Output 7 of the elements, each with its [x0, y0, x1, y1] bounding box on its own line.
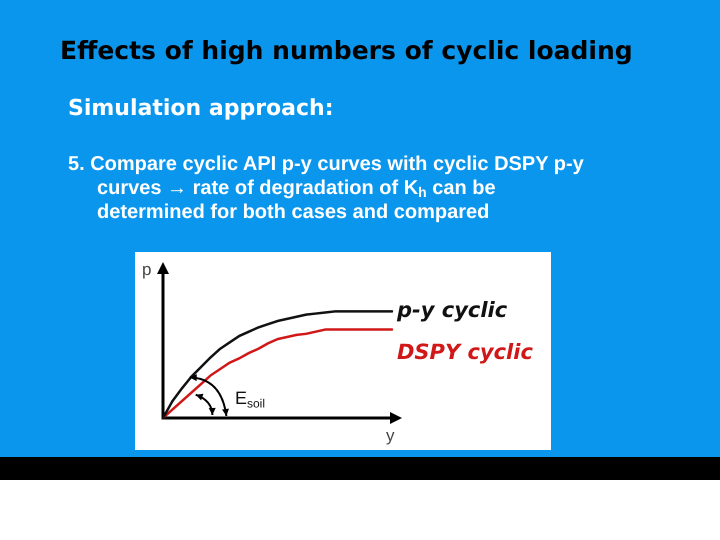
y-axis-title: p: [142, 260, 152, 279]
x-axis-title: y: [386, 426, 395, 445]
text: 5. Compare cyclic API p-y curves with cyclic DSPY p-y curves → rate of degradation of K$_{h}$ can be determined for both cases and compared: [68, 152, 585, 224]
series-label: DSPY cyclic: [397, 340, 534, 364]
chart-subtitle: Simulation approach:: [68, 96, 334, 121]
series-label: p-y cyclic: [396, 298, 508, 322]
chart-title: Effects of high numbers of cyclic loading: [60, 36, 633, 65]
